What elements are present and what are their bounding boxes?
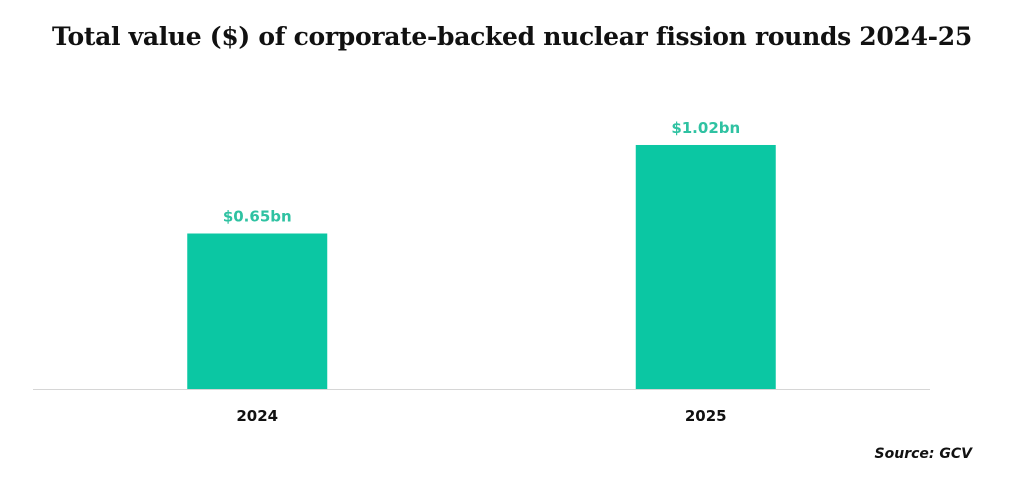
chart-title: Total value ($) of corporate-backed nucl… [52,22,972,51]
source-note: Source: GCV [874,446,972,462]
bar-2024 [187,233,328,389]
bar-2025 [635,144,776,389]
x-tick-label: 2025 [685,407,727,425]
data-label-2024: $0.65bn [223,208,292,226]
x-tick-label: 2024 [236,407,278,425]
data-label-2025: $1.02bn [671,119,740,137]
